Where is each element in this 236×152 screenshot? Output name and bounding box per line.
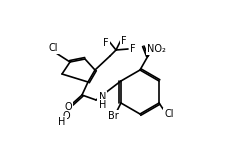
Text: F: F	[121, 36, 127, 46]
Text: Cl: Cl	[164, 109, 174, 119]
Text: NO₂: NO₂	[147, 44, 165, 54]
Text: O: O	[64, 102, 72, 112]
Text: H: H	[58, 117, 66, 127]
Text: N: N	[98, 93, 105, 103]
Text: F: F	[130, 44, 136, 54]
Text: Cl: Cl	[48, 43, 58, 53]
Text: O: O	[62, 111, 70, 121]
Text: F: F	[103, 38, 109, 48]
Text: H: H	[99, 100, 106, 110]
Text: Br: Br	[108, 111, 118, 121]
Text: N: N	[99, 92, 106, 102]
